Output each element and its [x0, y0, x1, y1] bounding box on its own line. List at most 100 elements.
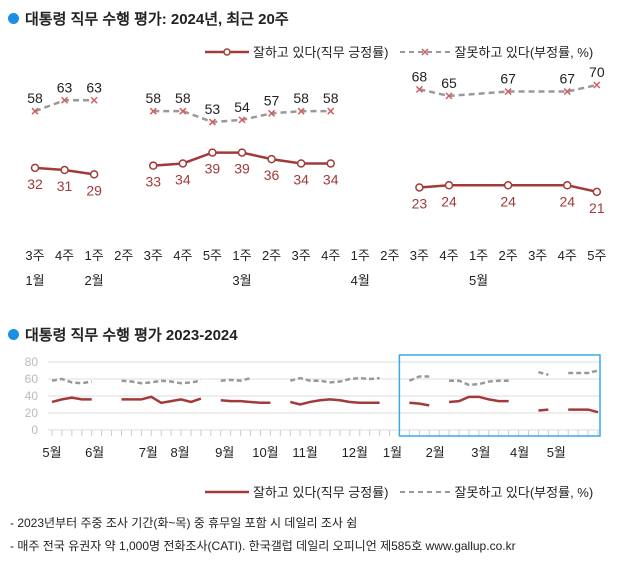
- positive-point: [503, 181, 513, 190]
- negative-data-label: 67: [500, 71, 516, 87]
- negative-point: [90, 96, 98, 104]
- positive-line: [121, 395, 202, 405]
- footnote-2: - 매주 전국 유권자 약 1,000명 전화조사(CATI). 한국갤럽 데일…: [10, 539, 516, 553]
- x-tick-label: 1주: [351, 248, 370, 263]
- chart2-title: 대통령 직무 수행 평가 2023-2024: [8, 324, 238, 345]
- x-month-label: 2월: [426, 445, 445, 460]
- negative-data-label: 54: [234, 99, 250, 115]
- positive-line: [538, 408, 549, 412]
- x-tick-label: 1주: [232, 248, 251, 263]
- x-tick-label: 2주: [114, 248, 133, 263]
- positive-data-label: 21: [589, 200, 605, 216]
- negative-point: [268, 109, 276, 117]
- negative-line: [289, 376, 380, 384]
- x-month-label: 11월: [292, 445, 317, 460]
- positive-point: [89, 170, 99, 179]
- negative-point: [179, 107, 187, 115]
- positive-data-label: 39: [234, 161, 250, 177]
- x-month-label: 5월: [469, 273, 488, 288]
- negative-point: [327, 107, 335, 115]
- x-month-label: 4월: [351, 273, 370, 288]
- negative-data-label: 63: [57, 79, 73, 95]
- positive-data-label: 32: [27, 176, 43, 192]
- bullet-icon: [8, 13, 19, 24]
- positive-data-label: 24: [559, 193, 575, 209]
- positive-data-label: 33: [145, 174, 161, 190]
- x-month-label: 4월: [510, 445, 529, 460]
- negative-point: [593, 81, 601, 89]
- negative-point: [208, 118, 216, 126]
- positive-line: [568, 408, 599, 414]
- positive-point: [326, 159, 335, 168]
- positive-point: [592, 187, 602, 197]
- positive-point: [415, 183, 424, 192]
- positive-data-label: 34: [293, 171, 309, 187]
- positive-data-label: 23: [412, 195, 428, 211]
- positive-line: [51, 396, 92, 404]
- positive-point: [149, 161, 158, 170]
- negative-line: [538, 370, 549, 376]
- legend-negative-label: 잘못하고 있다(부정률, %): [454, 45, 594, 60]
- positive-data-label: 24: [441, 193, 457, 209]
- positive-point: [563, 181, 572, 190]
- negative-line: [408, 375, 430, 382]
- x-tick-label: 2주: [499, 248, 518, 263]
- negative-data-label: 53: [205, 101, 221, 117]
- y-tick-label: 60: [25, 372, 39, 386]
- x-tick-label: 3주: [292, 248, 311, 263]
- chart1-title-text: 대통령 직무 수행 평가: 2024년, 최근 20주: [25, 11, 289, 28]
- negative-data-label: 58: [175, 90, 191, 106]
- negative-line: [419, 83, 598, 98]
- legend-positive-label: 잘하고 있다(직무 긍정률): [253, 485, 389, 500]
- chart2-title-text: 대통령 직무 수행 평가 2023-2024: [25, 327, 238, 344]
- negative-line: [220, 376, 251, 382]
- x-tick-label: 4주: [439, 248, 458, 263]
- y-tick-label: 40: [25, 389, 39, 403]
- legend-positive-line-icon: [205, 490, 249, 493]
- negative-data-label: 65: [441, 75, 457, 91]
- positive-line: [448, 395, 509, 404]
- x-month-label: 1월: [25, 273, 44, 288]
- footnote-1: - 2023년부터 주중 조사 기간(화~목) 중 휴무일 포함 시 데일리 조…: [10, 516, 358, 530]
- positive-line: [289, 398, 380, 406]
- x-tick-label: 4주: [55, 248, 74, 263]
- chart2-plot: 0 20 40 60 80 5월 6월 7월 8월 9월 10월 11월 12월 1월 2월 3월 4월 5월: [25, 354, 601, 460]
- negative-point: [504, 88, 512, 96]
- x-month-label: 1월: [383, 445, 402, 460]
- positive-point: [296, 159, 306, 168]
- legend-negative-line-icon: [400, 47, 451, 56]
- positive-line: [220, 399, 271, 405]
- positive-point: [60, 165, 69, 175]
- x-tick-label: 5주: [587, 248, 606, 263]
- chart2-legend: 잘하고 있다(직무 긍정률) 잘못하고 있다(부정률, %): [205, 482, 593, 501]
- x-tick-label: 4주: [558, 248, 577, 263]
- positive-data-label: 24: [500, 193, 516, 209]
- x-month-label: 2월: [85, 273, 104, 288]
- positive-data-label: 39: [205, 161, 221, 177]
- legend-positive-label: 잘하고 있다(직무 긍정률): [253, 45, 389, 60]
- negative-data-label: 58: [27, 90, 43, 106]
- x-tick-label: 3주: [528, 248, 547, 263]
- positive-data-label: 36: [264, 167, 280, 183]
- positive-data-label: 34: [175, 171, 191, 187]
- negative-data-label: 63: [86, 79, 102, 95]
- x-tick-label: 3주: [25, 248, 44, 263]
- negative-line: [568, 369, 599, 375]
- x-month-label: 8월: [170, 445, 189, 460]
- x-month-label: 3월: [471, 445, 490, 460]
- x-month-label: 9월: [215, 445, 234, 460]
- negative-data-label: 70: [589, 64, 605, 80]
- negative-data-label: 57: [264, 92, 280, 108]
- x-tick-label: 5주: [203, 248, 222, 263]
- recent-20-weeks-highlight-box: [398, 354, 601, 437]
- x-month-label: 7월: [139, 445, 158, 460]
- x-tick-label: 4주: [173, 248, 192, 263]
- negative-line: [51, 377, 92, 385]
- legend-negative-line-icon: [400, 490, 451, 493]
- positive-data-label: 34: [323, 171, 339, 187]
- x-tick-label: 4주: [321, 248, 340, 263]
- y-tick-label: 0: [31, 423, 38, 437]
- x-tick-label: 3주: [144, 248, 163, 263]
- legend-positive-line-icon: [205, 47, 249, 56]
